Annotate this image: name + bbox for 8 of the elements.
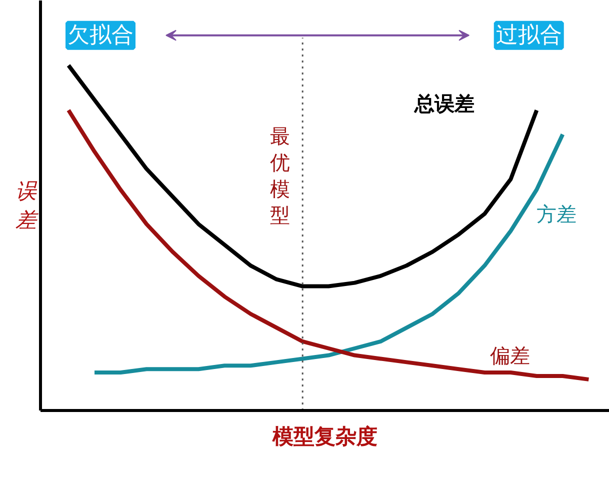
series-label: 方差	[536, 202, 577, 226]
y-axis-title: 误差	[16, 179, 40, 232]
annotation: 最优模型	[270, 124, 290, 228]
text: 过拟合	[496, 22, 562, 48]
series-label: 偏差	[490, 343, 530, 368]
x-axis-title: 模型复杂度	[272, 424, 378, 448]
text: 总误差	[413, 91, 474, 116]
text: 欠拟合	[68, 22, 134, 48]
